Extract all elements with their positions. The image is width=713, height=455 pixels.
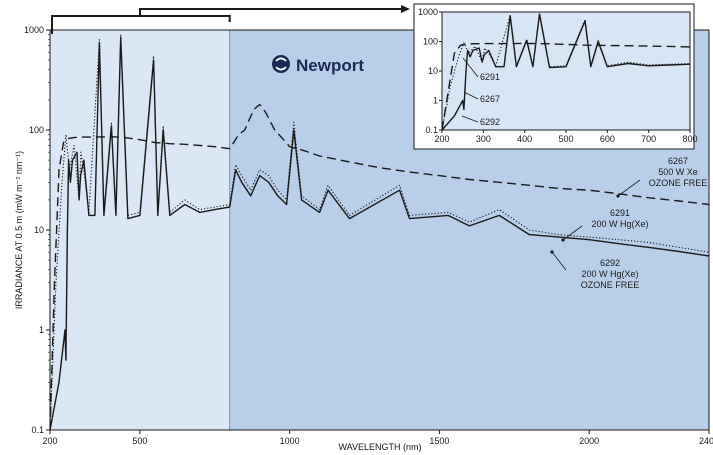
y-tick-label: 1 <box>39 325 44 335</box>
inset-axes: 200 300 400 500 600 700 800 0.1 1 10 100 1000 <box>418 7 698 144</box>
annotation-leader <box>617 179 641 197</box>
x-tick-label: 2000 <box>579 436 599 446</box>
y-axis-title: IRRADIANCE AT 0.5 m (mW m⁻² nm⁻¹) <box>14 151 24 309</box>
inset-series-6292 <box>441 13 691 131</box>
newport-logo-text: Newport <box>296 56 364 75</box>
inset-series-labels: 6291 6267 6292 <box>461 57 500 127</box>
inset-label-leader <box>461 115 479 123</box>
inset-x-tick-label: 300 <box>476 134 491 144</box>
inset-y-tick-label: 1000 <box>418 7 438 17</box>
y-tick-label: 10 <box>34 225 44 235</box>
annotation-leader <box>551 251 567 271</box>
inset-series <box>441 12 691 131</box>
main-series-6292 <box>49 36 710 431</box>
main-series-6267 <box>49 103 710 431</box>
inset-y-tick-label: 10 <box>428 66 438 76</box>
annotation-line: 6267 <box>668 156 688 166</box>
annotation-line: 6291 <box>610 208 630 218</box>
annotation-pointer <box>561 238 565 242</box>
inset-label-text: 6291 <box>480 72 500 82</box>
annotation-line: 500 W Xe <box>658 167 698 177</box>
zoom-arrow <box>139 8 402 16</box>
inset-label-6267: 6267 <box>463 91 500 104</box>
annotation-line: OZONE FREE <box>649 178 708 188</box>
inset-x-tick-label: 700 <box>641 134 656 144</box>
inset-series-6267 <box>441 42 691 131</box>
inset-x-tick-label: 400 <box>517 134 532 144</box>
annotation-leader <box>562 225 583 241</box>
newport-logo: Newport <box>272 55 364 75</box>
y-tick-label: 100 <box>29 125 44 135</box>
annotation-pointer <box>550 250 554 254</box>
zoom-arrowhead <box>401 5 410 13</box>
main-plot-frame <box>49 29 710 431</box>
x-tick-label: 200 <box>42 436 57 446</box>
y-tick-label: 0.1 <box>31 425 44 435</box>
annotation-line: 6292 <box>600 258 620 268</box>
inset-x-tick-label: 600 <box>600 134 615 144</box>
inset-label-text: 6292 <box>480 117 500 127</box>
inset-label-text: 6267 <box>480 94 500 104</box>
x-tick-label: 1500 <box>429 436 449 446</box>
inset-x-tick-label: 800 <box>682 134 697 144</box>
inset-x-tick-label: 200 <box>434 134 449 144</box>
uv-visible-region <box>50 30 230 430</box>
inset-y-tick-label: 0.1 <box>425 125 438 135</box>
y-tick-label: 1000 <box>24 25 44 35</box>
inset-plot-frame <box>441 11 691 131</box>
inset-label-leader <box>463 91 479 100</box>
annotation-line: 200 W Hg(Xe) <box>581 269 638 279</box>
main-series <box>49 34 710 431</box>
annotation-line: OZONE FREE <box>581 280 640 290</box>
inset-plot-area <box>442 12 690 130</box>
inset-label-6291: 6291 <box>462 57 500 82</box>
newport-logo-icon <box>272 55 290 73</box>
x-axis-title: WAVELENGTH (nm) <box>338 442 421 452</box>
x-tick-label: 1000 <box>280 436 300 446</box>
inset-x-tick-label: 500 <box>558 134 573 144</box>
x-tick-label: 500 <box>132 436 147 446</box>
inset-label-6292: 6292 <box>461 115 500 127</box>
inset-y-tick-label: 100 <box>423 37 438 47</box>
annotation-line: 200 W Hg(Xe) <box>591 219 648 229</box>
annotation-pointer <box>616 194 620 198</box>
inset-y-tick-label: 1 <box>433 96 438 106</box>
inset-label-leader <box>462 57 479 78</box>
